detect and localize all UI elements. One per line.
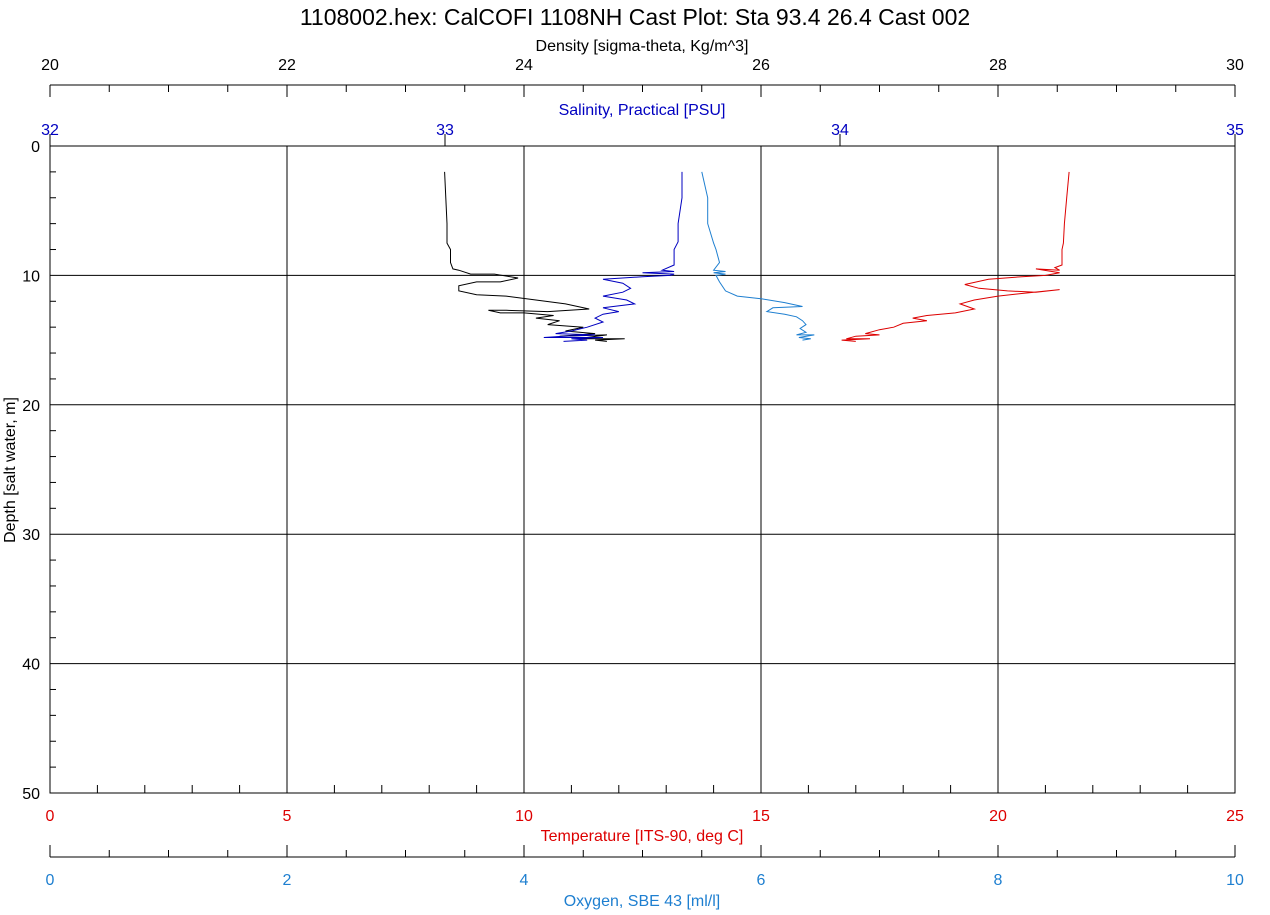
y-tick-label: 0 xyxy=(31,139,40,156)
x-tick-label: 8 xyxy=(994,872,1003,889)
axis-title-temperature: Temperature [ITS-90, deg C] xyxy=(541,828,744,845)
x-tick-label: 0 xyxy=(46,872,55,889)
x-tick-label: 25 xyxy=(1226,808,1244,825)
x-tick-label: 35 xyxy=(1226,122,1244,139)
x-tick-label: 30 xyxy=(1226,57,1244,74)
x-tick-label: 15 xyxy=(752,808,770,825)
x-tick-label: 32 xyxy=(41,122,59,139)
plot-frame xyxy=(49,145,1236,794)
data-series xyxy=(444,171,1070,342)
x-tick-label: 22 xyxy=(278,57,296,74)
x-tick-label: 4 xyxy=(520,872,529,889)
series-line-oxygen xyxy=(701,171,815,341)
grid xyxy=(50,146,1235,793)
axis-title-density: Density [sigma-theta, Kg/m^3] xyxy=(536,38,749,55)
x-tick-label: 20 xyxy=(989,808,1007,825)
series-line-salinity xyxy=(543,171,683,342)
x-tick-label: 33 xyxy=(436,122,454,139)
y-axis-title: Depth [salt water, m] xyxy=(2,397,19,543)
y-tick-label: 20 xyxy=(22,398,40,415)
x-tick-label: 26 xyxy=(752,57,770,74)
x-axis-salinity: 32 33 34 35 Salinity, Practical [PSU] xyxy=(41,102,1244,146)
series-line-density xyxy=(444,171,625,342)
y-tick-label: 50 xyxy=(22,786,40,803)
axis-title-salinity: Salinity, Practical [PSU] xyxy=(559,102,726,119)
x-tick-label: 10 xyxy=(515,808,533,825)
x-axis-density: 20 22 24 26 28 30 Density [sigma-theta, Kg/m^3… xyxy=(41,38,1244,97)
x-tick-label: 6 xyxy=(757,872,766,889)
x-tick-label: 24 xyxy=(515,57,533,74)
y-tick-label: 40 xyxy=(22,657,40,674)
x-tick-label: 28 xyxy=(989,57,1007,74)
series-line-temperature xyxy=(841,171,1070,342)
x-tick-label: 34 xyxy=(831,122,849,139)
x-tick-label: 5 xyxy=(283,808,292,825)
axis-title-oxygen: Oxygen, SBE 43 [ml/l] xyxy=(564,893,721,910)
chart-title: 1108002.hex: CalCOFI 1108NH Cast Plot: S… xyxy=(300,4,970,30)
x-tick-label: 10 xyxy=(1226,872,1244,889)
y-tick-label: 10 xyxy=(22,268,40,285)
x-tick-label: 0 xyxy=(46,808,55,825)
x-tick-label: 2 xyxy=(283,872,292,889)
x-tick-label: 20 xyxy=(41,57,59,74)
x-axis-oxygen: 0 2 4 6 8 10 Oxygen, SBE 43 [ml/l] xyxy=(46,845,1244,910)
y-tick-label: 30 xyxy=(22,527,40,544)
x-axis-temperature: 0 5 10 15 20 25 Temperature [ITS-90, deg C] xyxy=(46,785,1244,845)
